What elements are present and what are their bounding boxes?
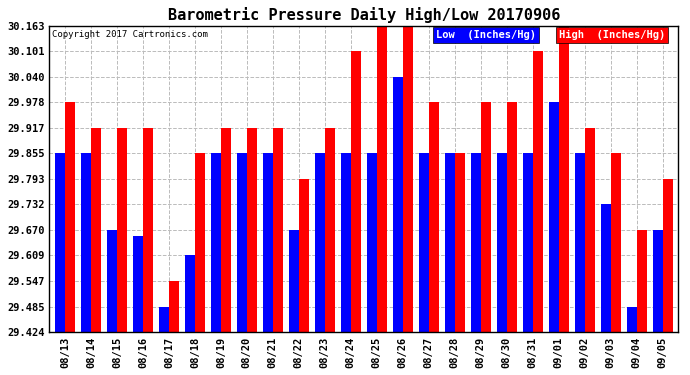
Bar [611,153,621,332]
Bar [549,102,559,332]
Text: Low  (Inches/Hg): Low (Inches/Hg) [436,30,536,40]
Title: Barometric Pressure Daily High/Low 20170906: Barometric Pressure Daily High/Low 20170… [168,7,560,23]
Bar [221,128,230,332]
Bar [81,153,91,332]
Bar [559,26,569,332]
Text: High  (Inches/Hg): High (Inches/Hg) [559,30,665,40]
Bar [507,102,517,332]
Bar [627,307,637,332]
Bar [663,179,673,332]
Bar [117,128,127,332]
Bar [273,128,283,332]
Bar [289,230,299,332]
Bar [533,51,543,332]
Bar [455,153,465,332]
Bar [429,102,439,332]
Bar [65,102,75,332]
Bar [247,128,257,332]
Bar [315,153,325,332]
Bar [159,307,169,332]
Bar [377,26,386,332]
Bar [403,26,413,332]
Bar [601,204,611,332]
Bar [341,153,351,332]
Bar [195,153,205,332]
Bar [143,128,152,332]
Bar [325,128,335,332]
Bar [351,51,361,332]
Bar [419,153,429,332]
Bar [185,255,195,332]
Bar [637,230,647,332]
Bar [367,153,377,332]
Bar [585,128,595,332]
Bar [211,153,221,332]
Bar [263,153,273,332]
Text: Copyright 2017 Cartronics.com: Copyright 2017 Cartronics.com [52,30,208,39]
Bar [169,281,179,332]
Bar [481,102,491,332]
Bar [393,76,403,332]
Bar [237,153,247,332]
Bar [55,153,65,332]
Bar [471,153,481,332]
Bar [299,179,308,332]
Bar [107,230,117,332]
Bar [497,153,507,332]
Bar [523,153,533,332]
Bar [653,230,663,332]
Bar [91,128,101,332]
Bar [575,153,585,332]
Bar [133,236,143,332]
Bar [445,153,455,332]
